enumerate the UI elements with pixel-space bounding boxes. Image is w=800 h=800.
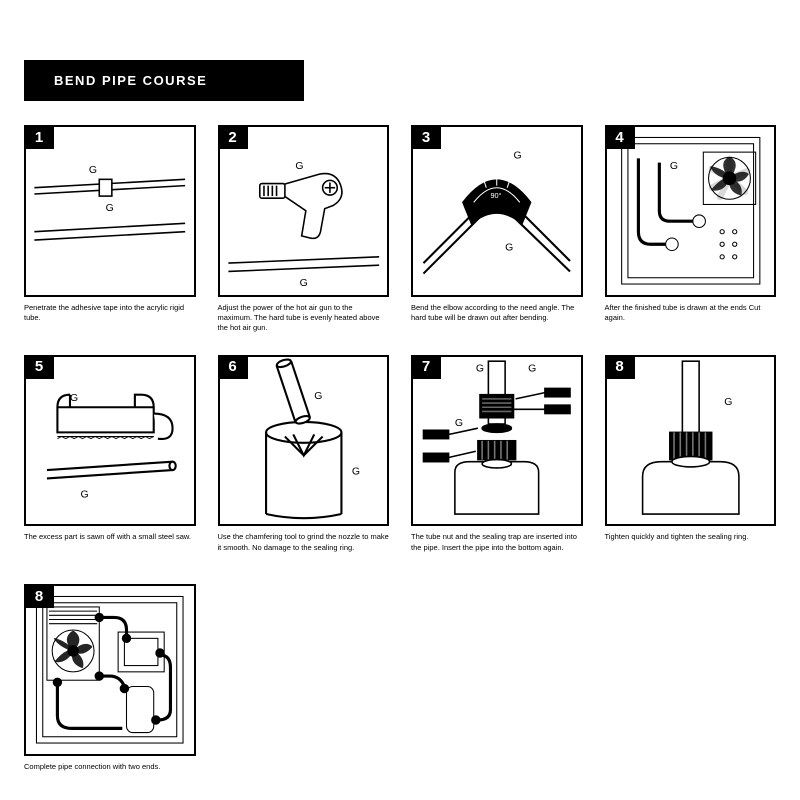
step-number-badge: 7 — [411, 355, 441, 379]
svg-text:G: G — [505, 243, 513, 254]
step-cell-6: 6 — [218, 355, 390, 563]
step-5-illustration: G G — [26, 357, 194, 525]
step-tile: 5 — [24, 355, 196, 527]
step-cell-3: 3 90° G G — [411, 125, 583, 333]
steps-grid: 1 G G Penetrate the adhesive tape into t… — [24, 125, 776, 792]
step-1-illustration: G G — [26, 127, 194, 295]
step-caption: Tighten quickly and tighten the sealing … — [605, 532, 777, 562]
step-caption: After the finished tube is drawn at the … — [605, 303, 777, 333]
step-3-illustration: 90° G G — [413, 127, 581, 295]
svg-text:G: G — [724, 397, 732, 408]
svg-text:G: G — [70, 393, 78, 404]
step-number-badge: 8 — [605, 355, 635, 379]
svg-text:G: G — [295, 161, 303, 172]
svg-text:G: G — [314, 391, 322, 402]
step-caption: Use the chamfering tool to grind the noz… — [218, 532, 390, 562]
step-4-illustration: G — [607, 127, 775, 295]
step-tile: 8 — [24, 584, 196, 756]
svg-text:G: G — [669, 161, 677, 172]
step-cell-1: 1 G G Penetrate the adhesive tape into t… — [24, 125, 196, 333]
step-number-badge: 4 — [605, 125, 635, 149]
step-number-badge: 5 — [24, 355, 54, 379]
step-number-badge: 8 — [24, 584, 54, 608]
svg-text:G: G — [106, 203, 114, 214]
step-caption: Complete pipe connection with two ends. — [24, 762, 196, 792]
step-cell-4: 4 — [605, 125, 777, 333]
step-7-illustration: G G G — [413, 357, 581, 525]
step-number-badge: 2 — [218, 125, 248, 149]
step-number-badge: 3 — [411, 125, 441, 149]
step-cell-7: 7 — [411, 355, 583, 563]
svg-text:G: G — [89, 165, 97, 176]
step-caption: Adjust the power of the hot air gun to t… — [218, 303, 390, 333]
step-8-illustration: G — [607, 357, 775, 525]
step-caption: The tube nut and the sealing trap are in… — [411, 532, 583, 562]
step-cell-5: 5 — [24, 355, 196, 563]
step-6-illustration: G G — [220, 357, 388, 525]
step-caption: Penetrate the adhesive tape into the acr… — [24, 303, 196, 333]
step-tile: 1 G G — [24, 125, 196, 297]
svg-text:G: G — [80, 489, 88, 500]
svg-text:G: G — [455, 418, 463, 429]
step-tile: 4 — [605, 125, 777, 297]
step-2-illustration: G G — [220, 127, 388, 295]
step-9-illustration — [26, 586, 194, 754]
step-tile: 2 — [218, 125, 390, 297]
step-tile: 7 — [411, 355, 583, 527]
step-caption: The excess part is sawn off with a small… — [24, 532, 196, 562]
step-cell-9: 8 — [24, 584, 196, 792]
step-tile: 6 — [218, 355, 390, 527]
svg-text:90°: 90° — [490, 191, 501, 200]
svg-text:G: G — [299, 278, 307, 289]
svg-text:G: G — [528, 364, 536, 375]
step-caption: Bend the elbow according to the need ang… — [411, 303, 583, 333]
svg-text:G: G — [351, 466, 359, 477]
svg-text:G: G — [476, 364, 484, 375]
svg-text:G: G — [514, 150, 522, 161]
step-tile: 8 — [605, 355, 777, 527]
step-number-badge: 6 — [218, 355, 248, 379]
step-cell-2: 2 — [218, 125, 390, 333]
step-tile: 3 90° G G — [411, 125, 583, 297]
step-number-badge: 1 — [24, 125, 54, 149]
step-cell-8: 8 — [605, 355, 777, 563]
course-header: BEND PIPE COURSE — [24, 60, 304, 101]
